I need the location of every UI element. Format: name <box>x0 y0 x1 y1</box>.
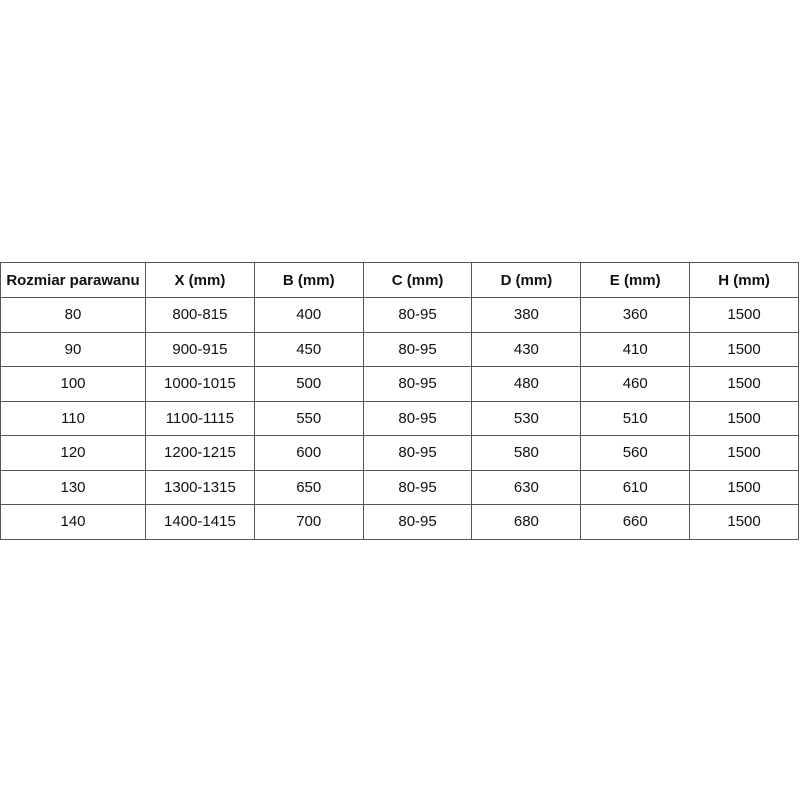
table-cell: 580 <box>471 435 582 471</box>
table-cell: 1500 <box>689 469 799 505</box>
table-cell: 500 <box>253 366 364 402</box>
table-cell: 80-95 <box>362 400 473 436</box>
table-cell: 80-95 <box>362 435 473 471</box>
table-cell: 80-95 <box>362 504 473 540</box>
table-row: 130 1300-1315 650 80-95 630 610 1500 <box>0 469 799 505</box>
table-row: 100 1000-1015 500 80-95 480 460 1500 <box>0 366 799 402</box>
column-header: H (mm) <box>689 262 799 298</box>
table-cell: 600 <box>253 435 364 471</box>
table-cell: 900-915 <box>145 331 255 367</box>
table-cell: 1500 <box>689 331 799 367</box>
dimensions-table: Rozmiar parawanu X (mm) B (mm) C (mm) D (mm)… <box>0 262 799 540</box>
column-header: Rozmiar parawanu <box>0 262 146 298</box>
table-cell: 1300-1315 <box>145 469 255 505</box>
table-cell: 1400-1415 <box>145 504 255 540</box>
table-cell: 400 <box>253 297 364 333</box>
table-cell: 110 <box>0 400 146 436</box>
table-cell: 140 <box>0 504 146 540</box>
table-cell: 130 <box>0 469 146 505</box>
table-body: 80 800-815 400 80-95 380 360 1500 90 900-915 450 8… <box>0 297 799 540</box>
column-header: E (mm) <box>580 262 691 298</box>
column-header: C (mm) <box>362 262 473 298</box>
table-cell: 360 <box>580 297 691 333</box>
table-cell: 1500 <box>689 400 799 436</box>
table-cell: 450 <box>253 331 364 367</box>
table-cell: 700 <box>253 504 364 540</box>
table-cell: 1500 <box>689 435 799 471</box>
table-cell: 80-95 <box>362 366 473 402</box>
table-cell: 80-95 <box>362 469 473 505</box>
table-cell: 650 <box>253 469 364 505</box>
table-row: 110 1100-1115 550 80-95 530 510 1500 <box>0 400 799 436</box>
table-cell: 1500 <box>689 504 799 540</box>
table-cell: 1200-1215 <box>145 435 255 471</box>
column-header: X (mm) <box>145 262 255 298</box>
table-row: 80 800-815 400 80-95 380 360 1500 <box>0 297 799 333</box>
table-cell: 410 <box>580 331 691 367</box>
table-cell: 100 <box>0 366 146 402</box>
table-cell: 560 <box>580 435 691 471</box>
column-header: D (mm) <box>471 262 582 298</box>
table-cell: 90 <box>0 331 146 367</box>
table-cell: 120 <box>0 435 146 471</box>
table-cell: 610 <box>580 469 691 505</box>
header-row: Rozmiar parawanu X (mm) B (mm) C (mm) D (mm)… <box>0 262 799 298</box>
table-cell: 80-95 <box>362 297 473 333</box>
table-cell: 430 <box>471 331 582 367</box>
table-row: 90 900-915 450 80-95 430 410 1500 <box>0 331 799 367</box>
table-cell: 800-815 <box>145 297 255 333</box>
table-cell: 80-95 <box>362 331 473 367</box>
table-cell: 630 <box>471 469 582 505</box>
table-cell: 80 <box>0 297 146 333</box>
table-cell: 550 <box>253 400 364 436</box>
table-cell: 660 <box>580 504 691 540</box>
table-cell: 480 <box>471 366 582 402</box>
table-row: 120 1200-1215 600 80-95 580 560 1500 <box>0 435 799 471</box>
table-cell: 530 <box>471 400 582 436</box>
table-row: 140 1400-1415 700 80-95 680 660 1500 <box>0 504 799 540</box>
column-header: B (mm) <box>253 262 364 298</box>
table-cell: 680 <box>471 504 582 540</box>
table-cell: 1000-1015 <box>145 366 255 402</box>
table-cell: 1100-1115 <box>145 400 255 436</box>
table-cell: 1500 <box>689 297 799 333</box>
table-cell: 380 <box>471 297 582 333</box>
table-cell: 460 <box>580 366 691 402</box>
table-cell: 510 <box>580 400 691 436</box>
table-cell: 1500 <box>689 366 799 402</box>
